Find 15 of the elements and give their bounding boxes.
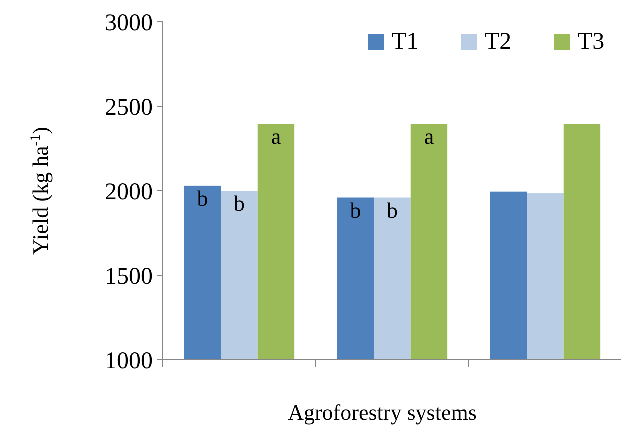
data-label: a (271, 124, 282, 150)
data-label: b (387, 198, 398, 223)
y-tick-label: 1500 (105, 264, 153, 290)
data-label: a (424, 124, 434, 150)
legend-label: T1 (392, 29, 419, 55)
data-label: b (234, 191, 245, 216)
legend-label: T2 (485, 29, 512, 55)
data-label: b (350, 198, 362, 223)
y-tick-label: 2000 (105, 179, 153, 206)
y-tick-label: 2500 (105, 94, 153, 121)
data-label: b (197, 186, 208, 211)
y-tick-label: 1000 (105, 348, 153, 374)
legend-label: T3 (578, 29, 605, 55)
x-axis-title: Agroforestry systems (288, 400, 477, 425)
y-tick-label: 3000 (105, 10, 153, 36)
